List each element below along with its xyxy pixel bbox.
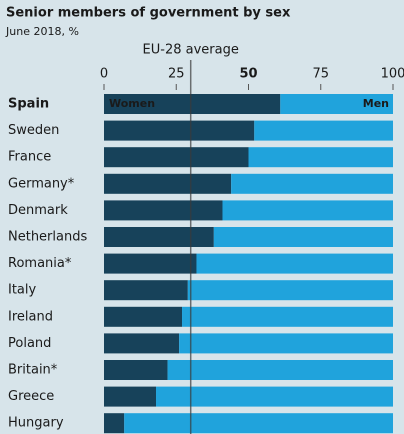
bar-segment: [222, 200, 393, 221]
y-tick-label: Greece: [8, 389, 54, 404]
bar-segment: [182, 306, 393, 327]
bar-segment: [104, 173, 232, 194]
bar-segment: [124, 413, 393, 434]
bar-segment: [280, 94, 393, 114]
bar-segment: [104, 413, 125, 434]
bar-segment: [104, 333, 180, 354]
bar-segment: [104, 253, 197, 274]
y-tick-label: Italy: [8, 283, 37, 298]
bar-segment: [196, 253, 393, 274]
chart-title: Senior members of government by sex: [6, 6, 291, 21]
bar-segment: [104, 120, 255, 141]
bar-segment: [104, 280, 188, 301]
y-tick-label: Sweden: [8, 123, 59, 138]
x-tick-label: 75: [312, 67, 329, 82]
bar-segment: [167, 360, 393, 380]
bar-segment: [248, 147, 393, 168]
x-tick-label: 50: [239, 67, 257, 82]
bar-segment: [104, 147, 249, 168]
legend-entry: Women: [109, 97, 155, 110]
bar-segment: [104, 227, 214, 247]
bar-segment: [254, 120, 393, 141]
x-tick-label: 25: [168, 67, 185, 82]
y-tick-label: Hungary: [8, 416, 64, 431]
bar-segment: [156, 386, 393, 407]
bar-segment: [213, 227, 393, 247]
bar-segment: [231, 173, 393, 194]
y-tick-label: Denmark: [8, 203, 68, 218]
x-tick-label: 100: [381, 67, 404, 82]
y-tick-label: Ireland: [8, 309, 53, 324]
y-tick-label: Netherlands: [8, 230, 87, 245]
legend-entry: Men: [363, 97, 389, 110]
y-tick-label: Poland: [8, 336, 51, 351]
y-tick-label: France: [8, 150, 51, 165]
reference-label: EU-28 average: [143, 43, 239, 58]
chart-subtitle: June 2018, %: [5, 25, 79, 38]
bar-segment: [104, 200, 223, 221]
y-tick-label: Britain*: [8, 363, 58, 378]
bar-segment: [104, 360, 168, 380]
y-tick-label: Spain: [8, 97, 49, 112]
bar-segment: [104, 94, 281, 114]
bar-segment: [104, 306, 183, 327]
bar-segment: [179, 333, 393, 354]
bar-segment: [187, 280, 393, 301]
y-tick-label: Romania*: [8, 256, 72, 271]
bar-segment: [104, 386, 157, 407]
x-tick-label: 0: [100, 67, 108, 82]
y-tick-label: Germany*: [8, 176, 75, 191]
